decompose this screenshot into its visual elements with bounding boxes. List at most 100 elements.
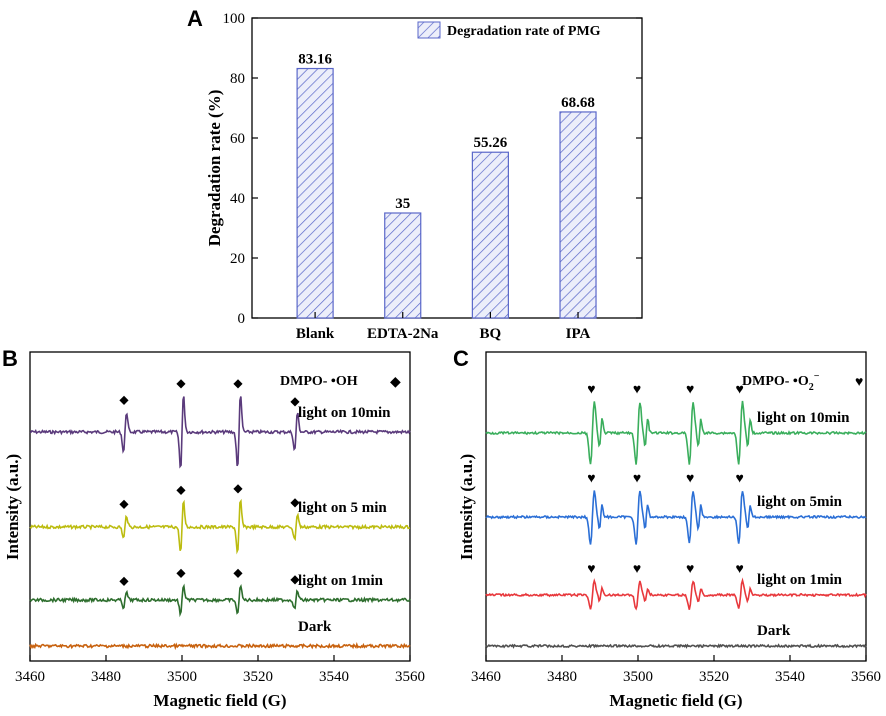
y-tick-label: 60: [230, 131, 245, 147]
x-tick-label: 3480: [91, 669, 121, 685]
x-tick-label: 3520: [699, 669, 729, 685]
y-tick-label: 80: [230, 71, 245, 87]
bar: [471, 151, 509, 319]
bar: [384, 212, 422, 319]
peak-marker: ♥: [587, 471, 595, 486]
panel-c-y-axis-title: Intensity (a.u.): [457, 454, 476, 560]
peak-marker: ◆: [233, 566, 243, 580]
x-tick-label: 3520: [243, 669, 273, 685]
peak-marker: ◆: [233, 376, 243, 390]
bar: [296, 67, 334, 319]
panel-a-y-axis-title: Degradation rate (%): [205, 90, 224, 247]
x-tick-label: 3460: [15, 669, 45, 685]
peak-marker: ♥: [735, 383, 743, 398]
x-tick-label: 3560: [851, 669, 881, 685]
trace-label: light on 1min: [757, 572, 843, 588]
x-tick-label: 3500: [167, 669, 197, 685]
peak-marker: ◆: [233, 481, 243, 495]
peak-marker: ♥: [686, 383, 694, 398]
esr-trace: [29, 583, 411, 618]
peak-marker: ♥: [735, 562, 743, 577]
bar-value-label: 83.16: [298, 52, 332, 68]
panel-c-legend: DMPO- •O2− ♥: [742, 371, 863, 393]
legend-label: Degradation rate of PMG: [447, 24, 601, 39]
panel-c-traces: ♥ ♥ ♥ ♥ light on 10min ♥ ♥ ♥ ♥ light on 5min ♥ ♥ ♥ ♥ l…: [485, 383, 867, 649]
panel-a-bars: 83.16 Blank 35 EDTA-2Na 55.26 BQ 68.68 IPA: [296, 52, 597, 342]
panel-b-letter: B: [2, 346, 18, 371]
peak-marker: ♥: [633, 471, 641, 486]
peak-marker: ◆: [176, 376, 186, 390]
x-tick-label: 3540: [319, 669, 349, 685]
peak-marker: ♥: [633, 562, 641, 577]
panel-a-y-axis: 0 20 40 60 80 100: [223, 11, 642, 327]
panel-b: B 3460 3480 3500 3520 3540 3560 ◆◆ ◆◆light on …: [2, 346, 425, 710]
peak-marker: ◆: [290, 572, 300, 586]
trace-label: light on 10min: [757, 410, 850, 426]
panel-c-letter: C: [453, 346, 469, 371]
panel-c-legend-sup: −: [814, 371, 820, 382]
x-tick-label: 3540: [775, 669, 805, 685]
legend-swatch: [417, 21, 441, 39]
y-tick-label: 40: [230, 191, 245, 207]
panel-c-legend-base: DMPO- •O: [742, 374, 809, 389]
peak-marker: ◆: [119, 573, 129, 587]
trace-label: light on 5 min: [298, 500, 387, 516]
panel-a-legend: Degradation rate of PMG: [417, 21, 601, 39]
peak-marker: ♥: [686, 562, 694, 577]
trace-label: Dark: [757, 623, 791, 639]
peak-marker: ♥: [587, 562, 595, 577]
bar-value-label: 68.68: [561, 95, 595, 111]
panel-b-x-axis-title: Magnetic field (G): [153, 691, 286, 710]
x-tick-label: 3480: [547, 669, 577, 685]
esr-trace: [485, 400, 867, 465]
panel-c-legend-label: DMPO- •O2−: [742, 371, 820, 393]
esr-trace: [485, 577, 867, 611]
peak-marker: ◆: [290, 394, 300, 408]
trace-label: Dark: [298, 619, 332, 635]
peak-marker: ◆: [119, 496, 129, 510]
panel-b-legend: DMPO- •OH ◆: [280, 374, 401, 390]
panel-b-x-axis: 3460 3480 3500 3520 3540 3560: [15, 655, 425, 685]
peak-marker: ♥: [587, 383, 595, 398]
heart-icon: ♥: [855, 375, 863, 390]
x-tick-label: 3500: [623, 669, 653, 685]
category-label: EDTA-2Na: [367, 326, 439, 342]
category-label: Blank: [296, 326, 335, 342]
panel-c-frame: [485, 351, 867, 662]
esr-trace: [29, 396, 411, 469]
panel-c-x-axis: 3460 3480 3500 3520 3540 3560: [471, 655, 881, 685]
y-tick-label: 0: [238, 311, 246, 327]
peak-marker: ♥: [633, 383, 641, 398]
panel-a: A 0 20 40 60 80 100 83.16 Blank 35 EDTA-2Na 55.26…: [187, 6, 643, 342]
category-label: BQ: [480, 326, 502, 342]
panel-c-legend-sub: 2: [809, 382, 814, 393]
esr-trace: [485, 643, 867, 649]
panel-b-traces: ◆◆ ◆◆light on 10min◆◆ ◆◆light on 5 min◆◆ ◆ ◆…: [29, 376, 411, 651]
esr-trace: [29, 498, 411, 555]
panel-c-x-axis-title: Magnetic field (G): [609, 691, 742, 710]
x-tick-label: 3560: [395, 669, 425, 685]
panel-b-legend-label: DMPO- •OH: [280, 374, 358, 389]
trace-label: light on 5min: [757, 494, 843, 510]
peak-marker: ◆: [290, 495, 300, 509]
x-tick-label: 3460: [471, 669, 501, 685]
panel-a-frame: [251, 17, 643, 319]
peak-marker: ◆: [119, 392, 129, 406]
y-tick-label: 20: [230, 251, 245, 267]
trace-label: light on 10min: [298, 405, 391, 421]
peak-marker: ♥: [735, 471, 743, 486]
esr-trace: [485, 490, 867, 545]
trace-label: light on 1min: [298, 573, 384, 589]
peak-marker: ◆: [176, 482, 186, 496]
panel-c: C 3460 3480 3500 3520 3540 3560 ♥ ♥ ♥ ♥ light on …: [453, 346, 881, 710]
y-tick-label: 100: [223, 11, 246, 27]
panel-b-y-axis-title: Intensity (a.u.): [3, 454, 22, 560]
bar: [559, 111, 597, 319]
bar-value-label: 55.26: [474, 135, 508, 151]
panel-a-letter: A: [187, 6, 203, 31]
category-label: IPA: [566, 326, 591, 342]
peak-marker: ♥: [686, 471, 694, 486]
diamond-icon: ◆: [390, 375, 401, 390]
esr-trace: [29, 642, 411, 651]
